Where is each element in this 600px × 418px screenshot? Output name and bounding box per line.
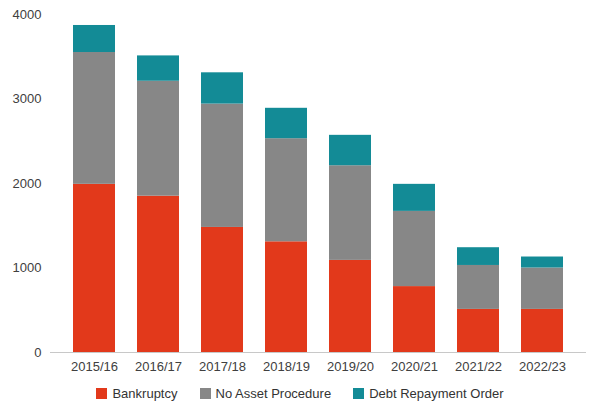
svg-text:0: 0 xyxy=(34,345,41,360)
svg-text:2018/19: 2018/19 xyxy=(263,359,310,374)
svg-text:4000: 4000 xyxy=(13,7,42,22)
html-text:Debt Repayment Order: Debt Repayment Order xyxy=(369,386,504,401)
html-text:Bankruptcy: Bankruptcy xyxy=(112,386,178,401)
svg-text:2020/21: 2020/21 xyxy=(391,359,438,374)
svg-text:2016/17: 2016/17 xyxy=(135,359,182,374)
html-text:No Asset Procedure: No Asset Procedure xyxy=(215,386,332,401)
svg-text:3000: 3000 xyxy=(13,91,42,106)
svg-text:2019/20: 2019/20 xyxy=(327,359,374,374)
svg-text:2022/23: 2022/23 xyxy=(519,359,566,374)
svg-text:2017/18: 2017/18 xyxy=(199,359,246,374)
svg-text:2015/16: 2015/16 xyxy=(71,359,118,374)
svg-text:2021/22: 2021/22 xyxy=(455,359,502,374)
svg-text:2000: 2000 xyxy=(13,176,42,191)
svg-text:1000: 1000 xyxy=(13,260,42,275)
